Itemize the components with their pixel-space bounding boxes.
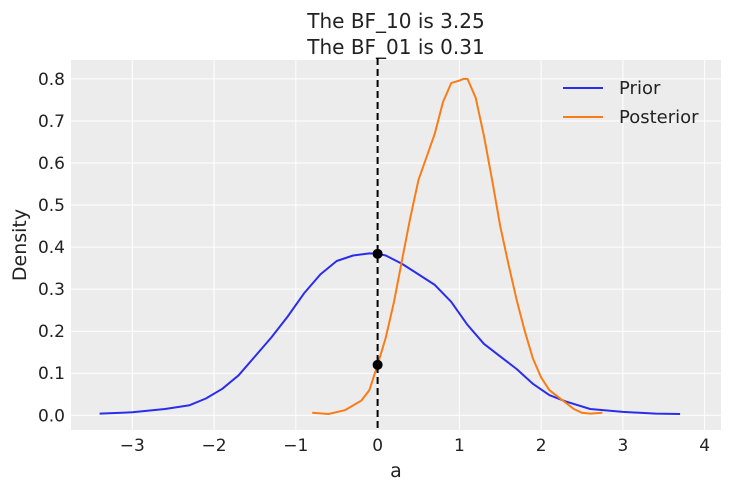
y-axis-label: Density [9,209,31,281]
y-axis-ticks: 0.0 0.1 0.2 0.3 0.4 0.5 0.6 0.7 0.8 [38,70,65,426]
x-tick-label: 4 [699,436,710,456]
x-tick-label: 3 [617,436,628,456]
y-tick-label: 0.1 [38,364,65,384]
plot-background [71,60,721,430]
x-tick-label: −3 [120,436,145,456]
x-tick-label: −2 [202,436,227,456]
density-marker [372,359,383,370]
x-tick-label: 2 [536,436,547,456]
y-tick-label: 0.6 [38,154,65,174]
legend-label-prior: Prior [619,78,661,99]
y-tick-label: 0.7 [38,112,65,132]
y-tick-label: 0.3 [38,280,65,300]
title-line-2: The BF_01 is 0.31 [306,35,484,59]
density-markers [372,248,383,370]
title-line-1: The BF_10 is 3.25 [306,9,484,33]
y-tick-label: 0.0 [38,406,65,426]
x-tick-label: −1 [283,436,308,456]
x-axis-label: a [390,460,402,482]
x-tick-label: 0 [372,436,383,456]
y-tick-label: 0.4 [38,238,65,258]
y-tick-label: 0.5 [38,196,65,216]
chart-title: The BF_10 is 3.25 The BF_01 is 0.31 [306,9,484,59]
grid-lines [71,60,721,430]
series-line-posterior [312,77,603,415]
x-tick-label: 1 [454,436,465,456]
y-tick-label: 0.2 [38,322,65,342]
x-axis-ticks: −3 −2 −1 0 1 2 3 4 [120,436,710,456]
legend-label-posterior: Posterior [619,107,699,128]
y-tick-label: 0.8 [38,70,65,90]
legend: Prior Posterior [563,78,699,128]
density-marker [372,248,383,259]
